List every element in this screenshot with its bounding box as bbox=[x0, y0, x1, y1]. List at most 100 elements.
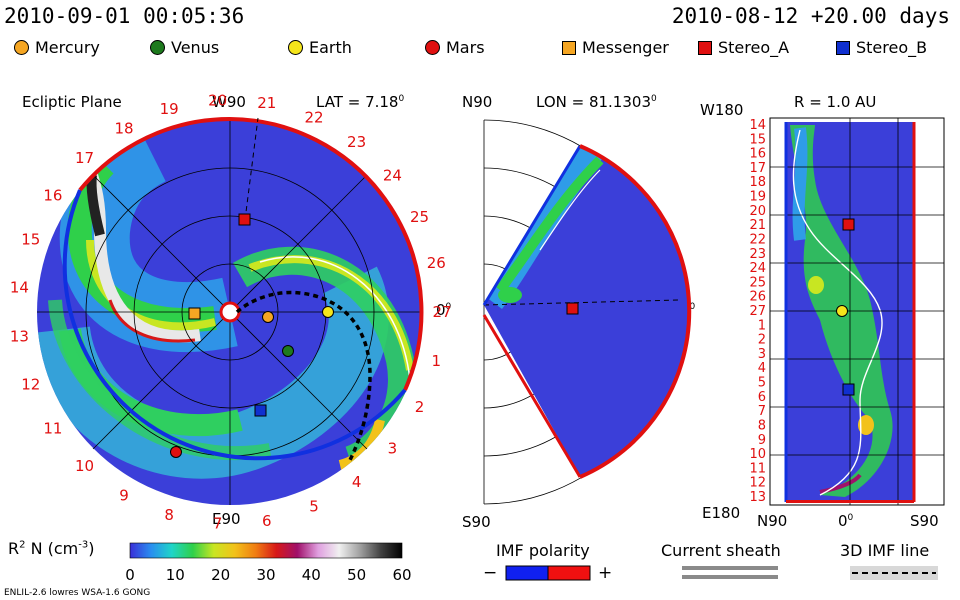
earth-marker bbox=[288, 40, 303, 55]
radial-row-label: 7 bbox=[758, 404, 766, 419]
meridional-top-label: N90 bbox=[462, 93, 493, 111]
colorbar-tick: 0 bbox=[125, 566, 135, 584]
radial-stereo-a bbox=[842, 218, 855, 231]
lat-text: LAT = 7.18 bbox=[316, 93, 399, 111]
run-label: 2010-08-12 +20.00 days bbox=[671, 4, 950, 28]
carrington-number: 4 bbox=[352, 473, 362, 491]
radial-row-label: 27 bbox=[749, 304, 766, 319]
radial-bottom-n: N90 bbox=[757, 512, 788, 530]
sun-marker bbox=[219, 301, 241, 323]
radial-row-label: 22 bbox=[749, 233, 766, 248]
meridional-panel bbox=[482, 119, 692, 505]
carrington-number: 23 bbox=[347, 133, 366, 151]
mars-symbol bbox=[170, 446, 182, 458]
carrington-number: 13 bbox=[10, 328, 29, 346]
legend-messenger: Messenger bbox=[562, 38, 669, 57]
carrington-number: 10 bbox=[75, 457, 94, 475]
radial-row-label: 13 bbox=[749, 490, 766, 505]
stereo-b-marker bbox=[836, 40, 850, 55]
model-label: ENLIL-2.6 lowres WSA-1.6 GONG bbox=[4, 588, 151, 598]
meridional-stereo-a bbox=[566, 302, 579, 315]
lon-sup: 0 bbox=[650, 94, 657, 104]
carrington-number: 18 bbox=[114, 119, 133, 137]
radial-row-label: 8 bbox=[758, 419, 766, 434]
legend-label: Messenger bbox=[582, 38, 669, 57]
radial-row-label: 18 bbox=[749, 175, 766, 190]
ecliptic-title: Ecliptic Plane bbox=[22, 93, 122, 111]
radial-bottom-mid: 00 bbox=[838, 512, 853, 530]
mars-marker bbox=[425, 40, 440, 55]
carrington-number: 7 bbox=[213, 515, 223, 533]
meridional-right-sup: 0 bbox=[689, 302, 696, 312]
carrington-number: 21 bbox=[257, 94, 276, 112]
ecliptic-bottom-label: E90 bbox=[212, 510, 241, 528]
legend-label: Stereo_A bbox=[718, 38, 790, 57]
radial-bottom-mid-sup: 0 bbox=[847, 513, 854, 523]
radial-density-edge bbox=[792, 127, 808, 241]
meridional-density bbox=[484, 146, 604, 309]
radial-row-label: 21 bbox=[749, 218, 766, 233]
carrington-number: 9 bbox=[119, 487, 129, 505]
lon-label: LON = 81.13030 bbox=[536, 93, 657, 111]
imf-negative-swatch bbox=[505, 565, 549, 581]
legend-label: Mercury bbox=[35, 38, 100, 57]
ecliptic-density-arms bbox=[37, 119, 416, 479]
ecliptic-rim-positive-2 bbox=[78, 116, 231, 192]
carrington-number: 2 bbox=[415, 398, 425, 416]
radial-row-label: 5 bbox=[758, 376, 766, 391]
radial-row-label: 1 bbox=[758, 318, 766, 333]
colorbar-label-end: ) bbox=[88, 539, 95, 558]
radial-row-label: 11 bbox=[749, 461, 766, 476]
radial-row-label: 10 bbox=[749, 447, 766, 462]
radial-row-label: 14 bbox=[749, 118, 766, 133]
legend-label: Stereo_B bbox=[856, 38, 928, 57]
radial-frame bbox=[769, 117, 945, 506]
ecliptic-right-text: 0 bbox=[436, 301, 446, 319]
lon-text: LON = 81.1303 bbox=[536, 93, 651, 111]
carrington-number: 17 bbox=[75, 149, 94, 167]
carrington-number: 26 bbox=[427, 254, 446, 272]
radial-row-label: 4 bbox=[758, 361, 766, 376]
colorbar-label-r: R bbox=[8, 539, 20, 558]
imf-line-label: 3D IMF line bbox=[840, 541, 930, 560]
stereo-b-symbol bbox=[254, 404, 267, 417]
colorbar-tick: 20 bbox=[211, 566, 230, 584]
ecliptic-right-label: 00 bbox=[436, 301, 451, 319]
legend-earth: Earth bbox=[288, 38, 352, 57]
legend-stereo-b: Stereo_B bbox=[836, 38, 927, 57]
carrington-number: 22 bbox=[304, 108, 323, 126]
radial-density-peak bbox=[819, 473, 862, 494]
legend-label: Mars bbox=[446, 38, 485, 57]
radial-top-left: W180 bbox=[700, 101, 744, 119]
legend-mercury: Mercury bbox=[14, 38, 100, 57]
carrington-number: 14 bbox=[10, 278, 29, 296]
radial-row-label: 25 bbox=[749, 275, 766, 290]
carrington-number: 25 bbox=[410, 208, 429, 226]
radial-row-label: 19 bbox=[749, 190, 766, 205]
carrington-number: 20 bbox=[208, 91, 227, 109]
colorbar-tick: 10 bbox=[166, 566, 185, 584]
stereo-a-symbol bbox=[238, 213, 251, 226]
venus-marker bbox=[150, 40, 165, 55]
colorbar-label-rest: N (cm bbox=[25, 539, 79, 558]
colorbar-rect bbox=[129, 542, 403, 559]
earth-field-line bbox=[235, 290, 372, 461]
radial-row-labels: 1415161718192021222324252627123456789101… bbox=[749, 118, 766, 505]
meridional-rim bbox=[579, 144, 692, 479]
radial-bottom-s: S90 bbox=[910, 512, 939, 530]
radial-row-label: 2 bbox=[758, 333, 766, 348]
imf-polarity-label: IMF polarity bbox=[496, 541, 590, 560]
radial-row-label: 12 bbox=[749, 476, 766, 491]
lat-label: LAT = 7.180 bbox=[316, 93, 404, 111]
radial-r-label: R = 1.0 AU bbox=[794, 93, 877, 111]
colorbar-label-exp: -3 bbox=[78, 539, 89, 551]
radial-row-label: 15 bbox=[749, 132, 766, 147]
radial-current-sheet bbox=[792, 129, 883, 496]
carrington-number: 5 bbox=[309, 498, 319, 516]
imf-positive-swatch bbox=[547, 565, 591, 581]
radial-density-spot bbox=[808, 276, 824, 294]
legend-mars: Mars bbox=[425, 38, 485, 57]
carrington-number: 24 bbox=[383, 167, 402, 185]
